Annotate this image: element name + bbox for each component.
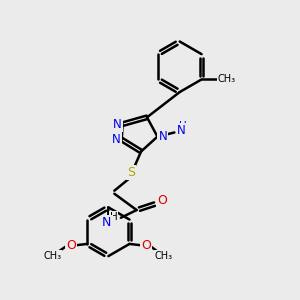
Text: H: H	[179, 130, 187, 140]
Text: N: N	[177, 124, 186, 136]
Text: H: H	[179, 121, 187, 130]
Text: CH₃: CH₃	[154, 251, 173, 261]
Text: N: N	[158, 130, 167, 143]
Text: CH₃: CH₃	[218, 74, 236, 84]
Text: N: N	[102, 216, 112, 229]
Text: H: H	[110, 212, 117, 222]
Text: N: N	[113, 118, 122, 130]
Text: S: S	[127, 167, 135, 179]
Text: O: O	[157, 194, 167, 207]
Text: N: N	[112, 133, 121, 146]
Text: O: O	[66, 239, 76, 252]
Text: O: O	[141, 239, 151, 252]
Text: CH₃: CH₃	[43, 251, 61, 261]
